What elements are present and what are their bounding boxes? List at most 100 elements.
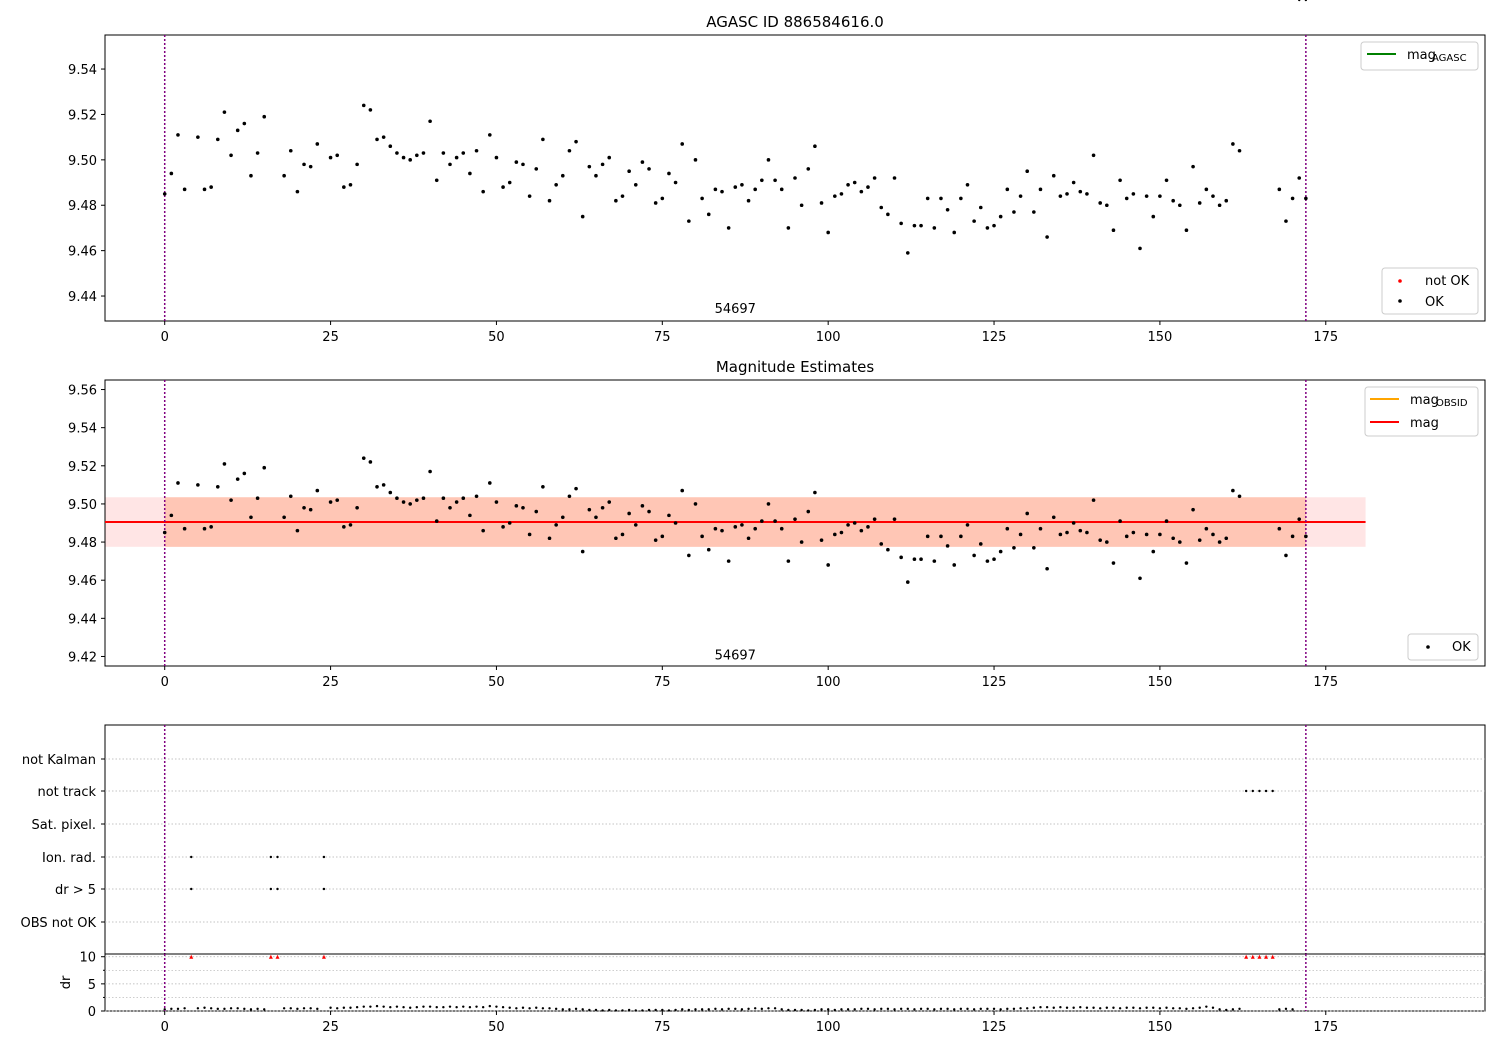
data-point-ok — [746, 198, 751, 203]
dr-clipped-marker — [1244, 954, 1249, 959]
data-point-ok — [428, 119, 432, 124]
dr-point — [402, 1006, 405, 1009]
legend-marker-not-ok — [1398, 279, 1402, 283]
data-point-ok — [978, 542, 983, 546]
dr-point — [223, 1007, 226, 1011]
dr-point — [554, 1007, 558, 1011]
x-tick-label: 25 — [322, 1020, 339, 1035]
data-point-ok — [614, 536, 618, 541]
data-point-ok — [255, 496, 260, 501]
dr-point — [1225, 1008, 1228, 1012]
data-point-ok — [932, 559, 937, 563]
data-point-ok — [773, 519, 777, 523]
data-point-ok — [521, 162, 525, 167]
data-point-ok — [288, 494, 293, 499]
data-point-ok — [395, 496, 399, 501]
dr-point — [674, 1008, 677, 1012]
data-point-ok — [560, 515, 565, 520]
data-point-ok — [607, 155, 612, 160]
data-point-ok — [1224, 536, 1229, 541]
y-tick-label: 9.54 — [68, 422, 97, 437]
data-point-ok — [527, 532, 532, 537]
data-point-ok — [1144, 194, 1149, 198]
dr-point — [548, 1007, 551, 1010]
data-point-ok — [202, 526, 207, 531]
data-point-ok — [1071, 521, 1076, 525]
data-point-ok — [534, 509, 539, 514]
data-point-ok — [1158, 194, 1162, 198]
data-point-ok — [481, 528, 485, 533]
data-point-ok — [939, 196, 943, 201]
flag-label: Sat. pixel. — [32, 818, 96, 833]
data-point-ok — [959, 196, 963, 201]
x-tick-label: 125 — [982, 1020, 1007, 1035]
dr-point — [1085, 1006, 1089, 1009]
dr-point — [415, 1006, 419, 1009]
data-point-ok — [952, 563, 957, 567]
dr-point — [501, 1006, 505, 1009]
data-point-ok — [1138, 246, 1142, 251]
dr-point — [939, 1007, 943, 1011]
data-point-ok — [408, 158, 412, 162]
dr-point — [953, 1008, 956, 1011]
dr-point — [163, 1008, 166, 1011]
flag-label: dr > 5 — [55, 883, 96, 898]
data-point-ok — [182, 187, 187, 192]
data-point-ok — [1098, 201, 1102, 205]
data-point-ok — [1111, 228, 1116, 233]
x-tick-label: 75 — [654, 1020, 671, 1035]
data-point-ok — [786, 226, 791, 230]
dr-point — [594, 1008, 598, 1012]
data-point-ok — [680, 488, 685, 493]
dr-point — [661, 1008, 664, 1012]
data-point-ok — [302, 162, 306, 167]
dr-point — [389, 1006, 392, 1009]
dr-point — [933, 1008, 936, 1011]
flag-point — [1251, 789, 1254, 793]
dr-point — [1019, 1007, 1022, 1010]
dr-point — [1092, 1006, 1095, 1009]
data-point-ok — [202, 187, 207, 192]
data-point-ok — [355, 505, 359, 510]
data-point-ok — [1191, 164, 1195, 169]
x-tick-label: 100 — [816, 1020, 841, 1035]
dr-point — [707, 1008, 710, 1011]
dr-point — [800, 1008, 803, 1012]
data-point-ok — [315, 488, 320, 493]
data-point-ok — [534, 167, 539, 171]
legend-label-mag-obsid: mag — [1410, 393, 1439, 408]
data-point-ok — [1164, 178, 1169, 183]
data-point-ok — [972, 219, 976, 223]
data-point-ok — [872, 176, 877, 180]
dr-point — [382, 1005, 385, 1008]
dr-point — [541, 1007, 545, 1010]
data-point-ok — [308, 164, 313, 169]
data-point-ok — [713, 187, 718, 192]
dr-point — [773, 1007, 777, 1010]
data-point-ok — [952, 230, 957, 235]
x-tick-label: 175 — [1313, 675, 1338, 690]
data-point-ok — [587, 507, 592, 512]
data-point-ok — [1105, 203, 1109, 208]
data-point-ok — [740, 183, 744, 187]
data-point-ok — [381, 483, 386, 487]
data-point-ok — [932, 226, 937, 230]
data-point-ok — [308, 507, 313, 512]
dr-point — [170, 1007, 173, 1011]
dr-point — [475, 1005, 478, 1008]
data-point-ok — [1051, 515, 1056, 520]
dr-point — [681, 1008, 684, 1011]
dr-point — [196, 1007, 200, 1010]
data-point-ok — [965, 183, 970, 187]
data-point-ok — [667, 171, 671, 176]
data-point-ok — [375, 484, 379, 489]
data-point-ok — [627, 169, 631, 173]
data-point-ok — [401, 155, 406, 160]
data-point-ok — [594, 173, 598, 178]
data-point-ok — [806, 509, 811, 514]
data-point-ok — [1045, 566, 1049, 571]
data-point-ok — [1131, 530, 1136, 535]
data-point-ok — [1290, 196, 1295, 201]
data-point-ok — [401, 500, 406, 504]
data-point-ok — [667, 513, 671, 518]
